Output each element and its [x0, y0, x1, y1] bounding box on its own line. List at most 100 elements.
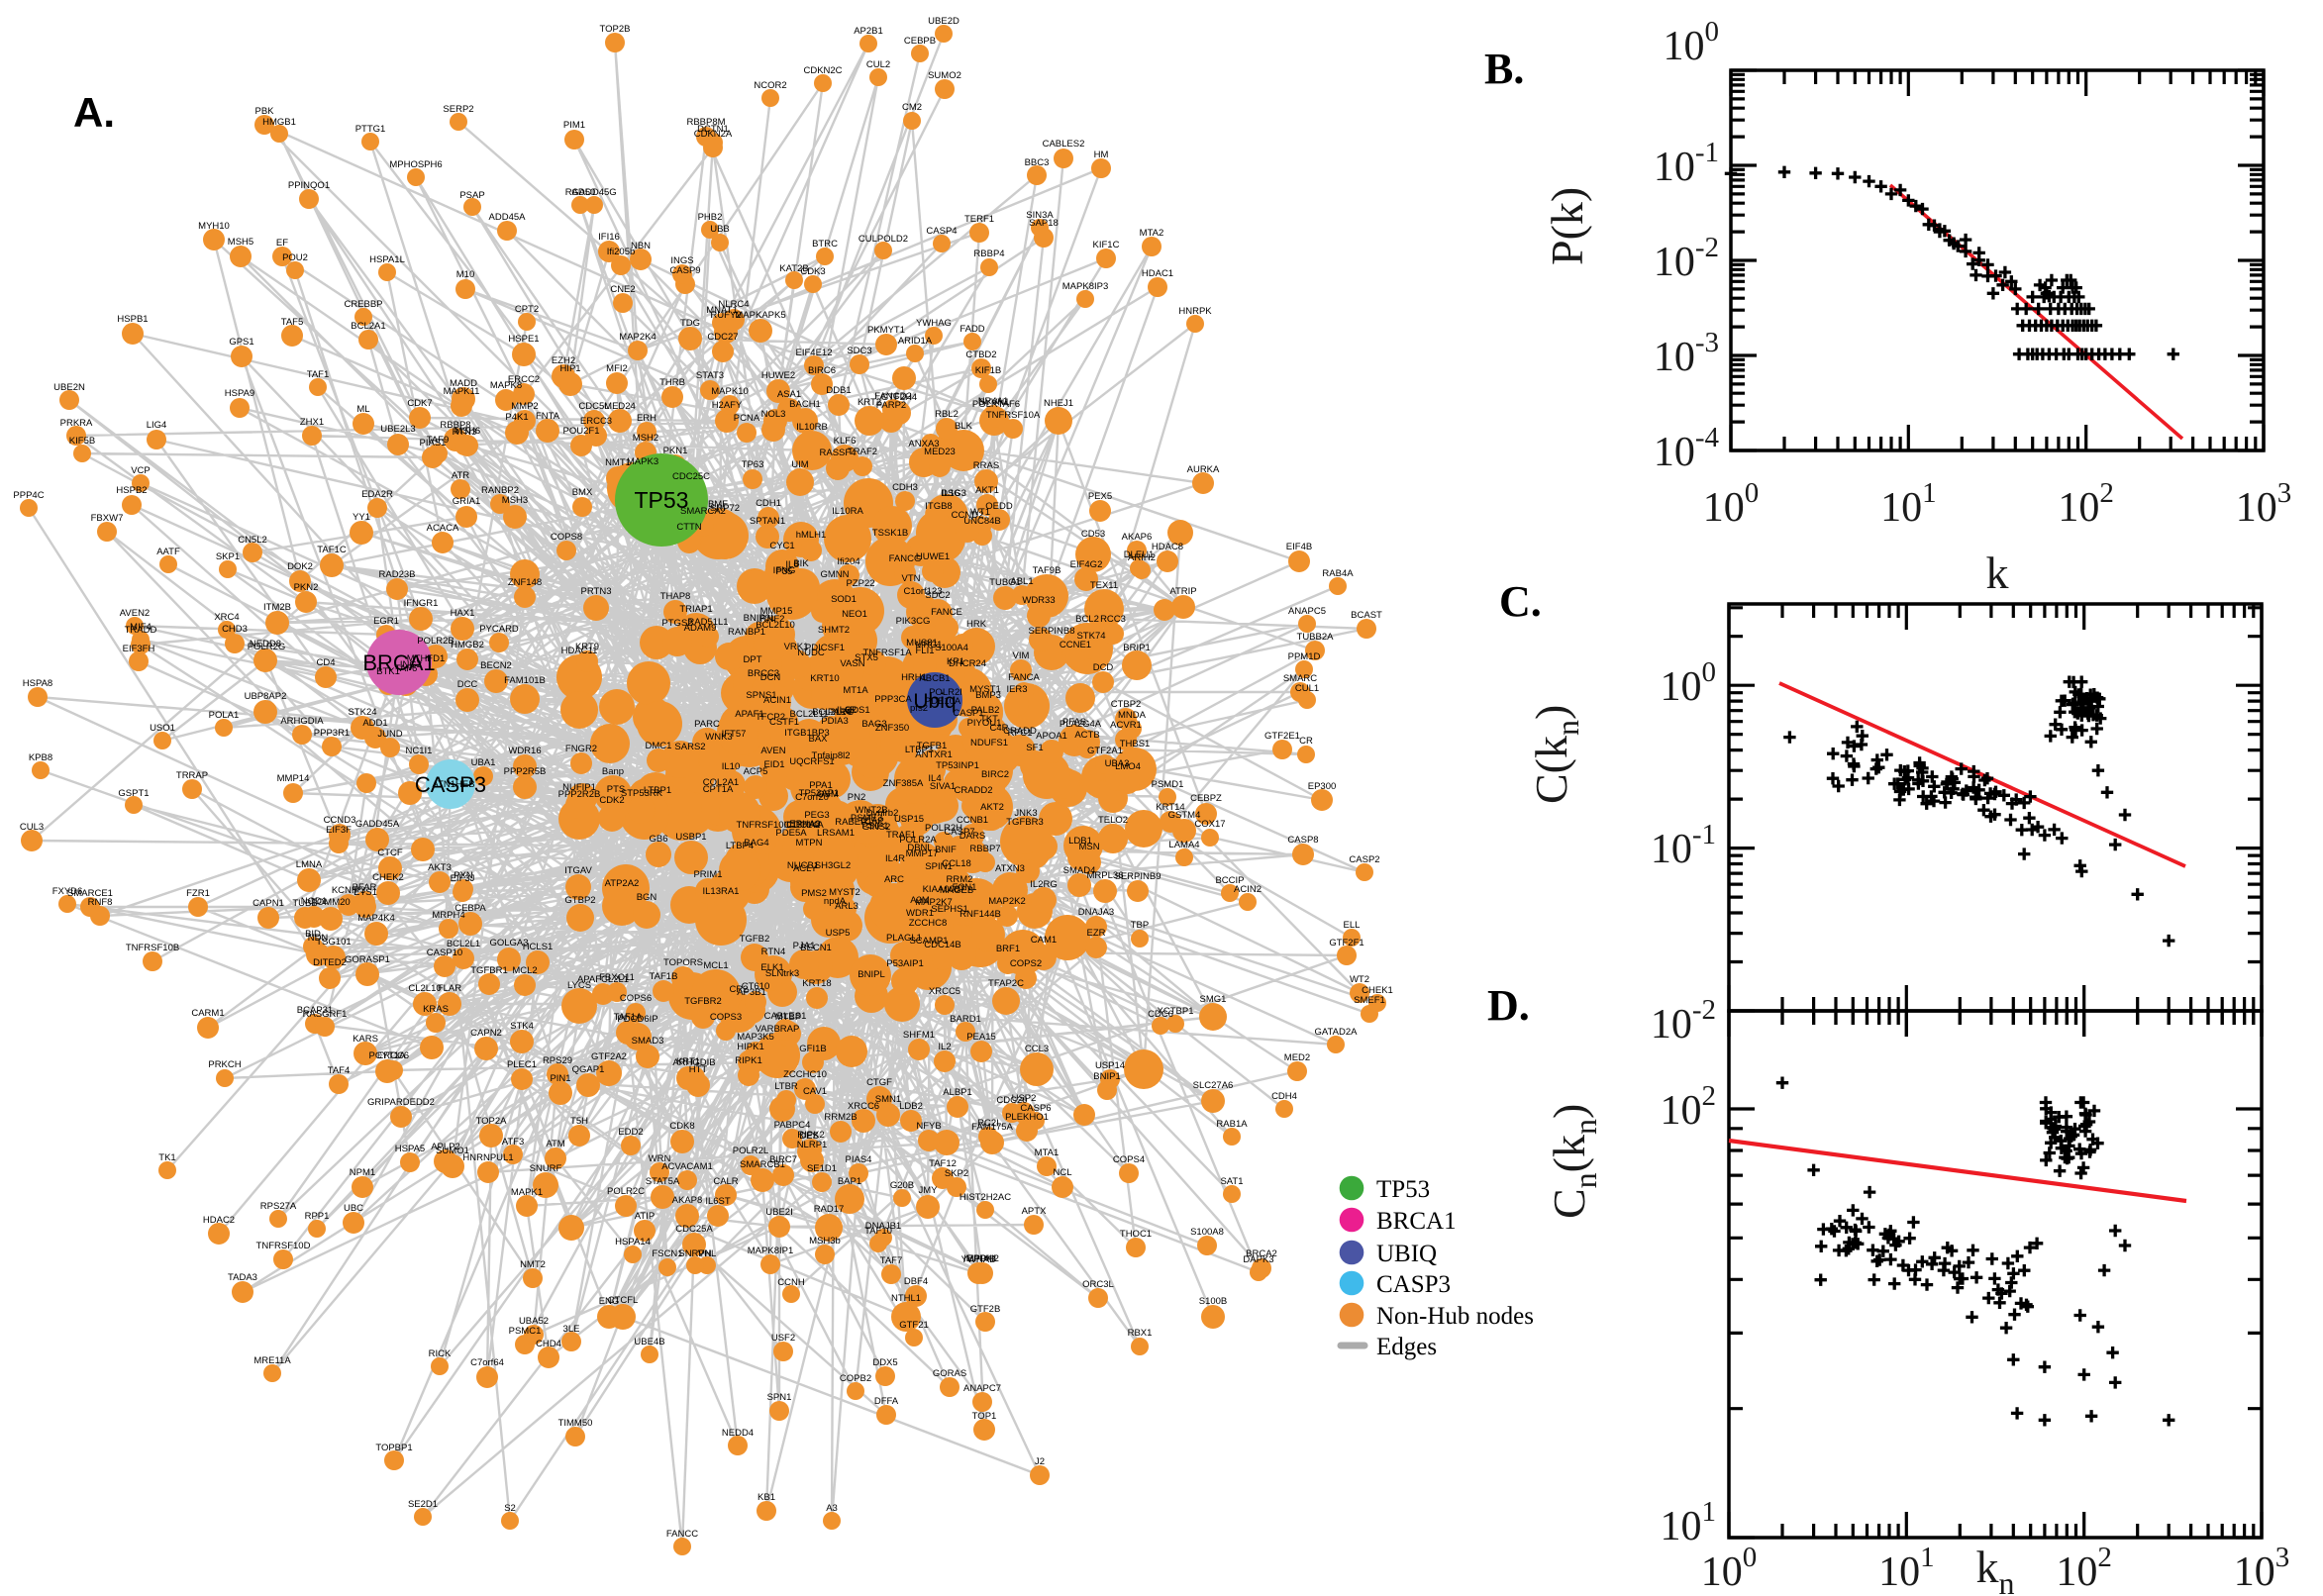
svg-text:APLP2: APLP2 — [431, 1142, 460, 1152]
svg-text:MED24: MED24 — [604, 401, 636, 412]
svg-text:CRADD: CRADD — [1003, 726, 1037, 737]
svg-text:CYC1: CYC1 — [769, 541, 794, 551]
svg-text:COL2A1: COL2A1 — [703, 777, 739, 788]
svg-text:TRIAP1: TRIAP1 — [679, 604, 712, 615]
svg-text:BCAP31: BCAP31 — [297, 1005, 333, 1016]
svg-text:CTGF: CTGF — [866, 1077, 892, 1088]
svg-text:STK74: STK74 — [1076, 631, 1105, 642]
svg-text:POU2F1: POU2F1 — [563, 426, 600, 437]
svg-text:MYST2: MYST2 — [829, 887, 860, 898]
svg-text:CDC14B: CDC14B — [924, 940, 961, 950]
svg-text:PPP2R5B: PPP2R5B — [504, 766, 547, 777]
svg-text:BIRC2: BIRC2 — [981, 769, 1009, 780]
svg-text:TNFRSF10C: TNFRSF10C — [737, 820, 791, 831]
svg-text:RTN3: RTN3 — [453, 427, 477, 438]
svg-text:A2M: A2M — [910, 895, 930, 906]
svg-text:CASP1: CASP1 — [953, 708, 983, 719]
svg-text:CUL3: CUL3 — [20, 822, 44, 833]
svg-text:ADD45A: ADD45A — [489, 212, 527, 223]
svg-text:TRRAP: TRRAP — [176, 770, 208, 781]
svg-text:PRKRA: PRKRA — [60, 418, 93, 429]
svg-text:TAF4: TAF4 — [328, 1065, 351, 1076]
svg-text:TNFRSF10A: TNFRSF10A — [986, 410, 1041, 421]
svg-text:BRIP1: BRIP1 — [1123, 643, 1150, 653]
svg-text:NBN: NBN — [631, 241, 651, 251]
svg-text:HRK: HRK — [966, 619, 987, 630]
svg-text:PABPC4: PABPC4 — [774, 1120, 811, 1131]
svg-text:RASSF4: RASSF4 — [820, 448, 857, 458]
svg-text:CEBPB: CEBPB — [904, 36, 936, 47]
svg-text:CAV1: CAV1 — [803, 1086, 827, 1097]
svg-text:BMX: BMX — [572, 487, 593, 498]
svg-text:SLC27A6: SLC27A6 — [1193, 1080, 1234, 1091]
svg-text:MSH3: MSH3 — [502, 495, 528, 506]
svg-text:ACVR1: ACVR1 — [1110, 720, 1142, 731]
svg-text:DDB1: DDB1 — [826, 385, 851, 396]
svg-text:EZH2: EZH2 — [552, 355, 575, 366]
svg-text:THAP8: THAP8 — [660, 591, 691, 602]
svg-text:DOK2: DOK2 — [287, 561, 313, 572]
svg-text:SNRPN: SNRPN — [678, 1248, 711, 1259]
svg-text:IL13RA1: IL13RA1 — [703, 886, 740, 897]
svg-text:PDE5A: PDE5A — [775, 828, 807, 839]
svg-text:ATP2A2: ATP2A2 — [605, 878, 640, 889]
svg-text:MAP4K4: MAP4K4 — [357, 913, 395, 924]
svg-text:BID: BID — [305, 929, 321, 940]
svg-text:BCL2A1: BCL2A1 — [351, 321, 385, 332]
svg-text:EID1: EID1 — [763, 759, 784, 770]
svg-text:GSPT1: GSPT1 — [118, 788, 149, 799]
svg-text:PMS2: PMS2 — [801, 888, 827, 899]
svg-text:FNGR2: FNGR2 — [565, 744, 597, 754]
svg-text:Tnfaip8l2: Tnfaip8l2 — [811, 750, 850, 761]
svg-text:SHFM1: SHFM1 — [903, 1030, 935, 1041]
svg-text:MADD: MADD — [450, 378, 477, 389]
svg-text:Ubiq: Ubiq — [913, 690, 956, 713]
svg-text:MRE11A: MRE11A — [253, 1355, 291, 1366]
svg-text:UBB: UBB — [710, 224, 730, 235]
svg-text:FLAR: FLAR — [438, 983, 461, 994]
svg-text:VARBRAP: VARBRAP — [756, 1024, 800, 1035]
svg-text:LTBP4: LTBP4 — [726, 841, 754, 851]
svg-text:BECN2: BECN2 — [480, 660, 512, 671]
svg-text:IER3: IER3 — [1006, 684, 1027, 695]
svg-text:CCL18: CCL18 — [942, 858, 971, 869]
svg-text:EDA2R: EDA2R — [361, 489, 393, 500]
svg-text:BARD1: BARD1 — [950, 1014, 981, 1025]
svg-text:ITM2B: ITM2B — [263, 602, 291, 613]
svg-text:PDCD6IP: PDCD6IP — [617, 1014, 657, 1025]
svg-text:NLRC4: NLRC4 — [718, 299, 749, 310]
svg-text:ABL1: ABL1 — [1010, 576, 1033, 587]
svg-text:ZNF385A: ZNF385A — [883, 778, 924, 789]
svg-text:PBK: PBK — [254, 106, 274, 117]
svg-text:CHEK2: CHEK2 — [372, 872, 404, 883]
svg-text:IFNG: IFNG — [773, 565, 796, 576]
svg-text:CDS1: CDS1 — [845, 705, 869, 716]
svg-text:GATAD2A: GATAD2A — [1315, 1027, 1359, 1038]
svg-text:ASA1: ASA1 — [777, 389, 801, 400]
svg-text:CASP10: CASP10 — [427, 948, 462, 958]
svg-text:BTRC: BTRC — [812, 239, 838, 249]
svg-text:GTF21: GTF21 — [899, 1320, 929, 1331]
svg-text:XRC4: XRC4 — [214, 612, 239, 623]
svg-text:MAPKAPK5: MAPKAPK5 — [735, 310, 785, 321]
svg-text:SKP2: SKP2 — [945, 1168, 968, 1179]
svg-text:PIK3CG: PIK3CG — [896, 616, 931, 627]
svg-text:CTCF: CTCF — [377, 848, 403, 858]
svg-text:POLR2H: POLR2H — [925, 823, 962, 834]
svg-text:SERPINB8: SERPINB8 — [1029, 626, 1075, 637]
svg-text:BTK1: BTK1 — [376, 666, 400, 677]
svg-text:TGFB2: TGFB2 — [740, 934, 770, 945]
svg-text:COPB2: COPB2 — [840, 1373, 871, 1384]
svg-text:TRAF2: TRAF2 — [848, 447, 877, 457]
svg-text:PPP3CA: PPP3CA — [874, 694, 912, 705]
svg-text:HIPK1: HIPK1 — [737, 1042, 763, 1052]
svg-text:MAPK3: MAPK3 — [627, 456, 658, 467]
svg-text:SMAD3: SMAD3 — [632, 1036, 664, 1047]
svg-text:ARC: ARC — [884, 874, 904, 885]
svg-text:CTTN: CTTN — [676, 522, 701, 533]
svg-text:CASP3: CASP3 — [1376, 1271, 1451, 1298]
svg-text:D.: D. — [1487, 981, 1530, 1030]
svg-text:PXN: PXN — [454, 870, 473, 881]
svg-text:RTN4: RTN4 — [761, 947, 786, 957]
svg-text:PTGS2: PTGS2 — [661, 618, 692, 629]
